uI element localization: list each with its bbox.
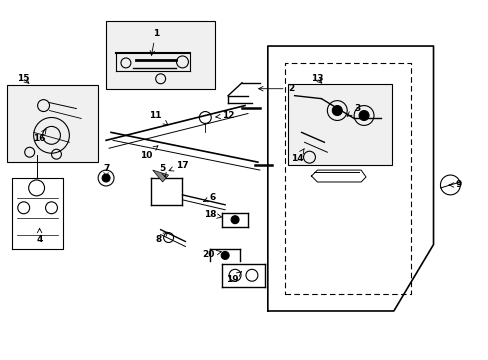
Text: 10: 10: [139, 146, 158, 160]
Circle shape: [332, 105, 342, 116]
Text: 13: 13: [310, 74, 323, 83]
Text: 9: 9: [448, 180, 461, 189]
Circle shape: [231, 216, 239, 224]
Text: 19: 19: [225, 272, 241, 284]
Text: 5: 5: [159, 163, 166, 177]
Text: 6: 6: [203, 193, 215, 202]
Bar: [106, 21, 215, 89]
Text: 4: 4: [36, 228, 42, 244]
Text: 8: 8: [155, 232, 167, 244]
Text: 20: 20: [202, 250, 221, 259]
Text: 17: 17: [169, 161, 188, 171]
Polygon shape: [152, 170, 168, 182]
Text: 7: 7: [102, 163, 109, 177]
Text: 1: 1: [150, 29, 159, 55]
Text: 16: 16: [33, 129, 46, 143]
Text: 12: 12: [215, 111, 234, 120]
Circle shape: [358, 111, 368, 121]
Text: 11: 11: [149, 111, 167, 125]
Text: 14: 14: [291, 149, 304, 163]
Circle shape: [221, 251, 229, 260]
Circle shape: [102, 174, 110, 182]
Text: 18: 18: [203, 210, 222, 219]
Text: 3: 3: [346, 104, 360, 116]
Text: 15: 15: [18, 74, 30, 83]
Text: 2: 2: [258, 84, 294, 93]
Bar: [287, 84, 391, 165]
Bar: [7, 85, 98, 162]
